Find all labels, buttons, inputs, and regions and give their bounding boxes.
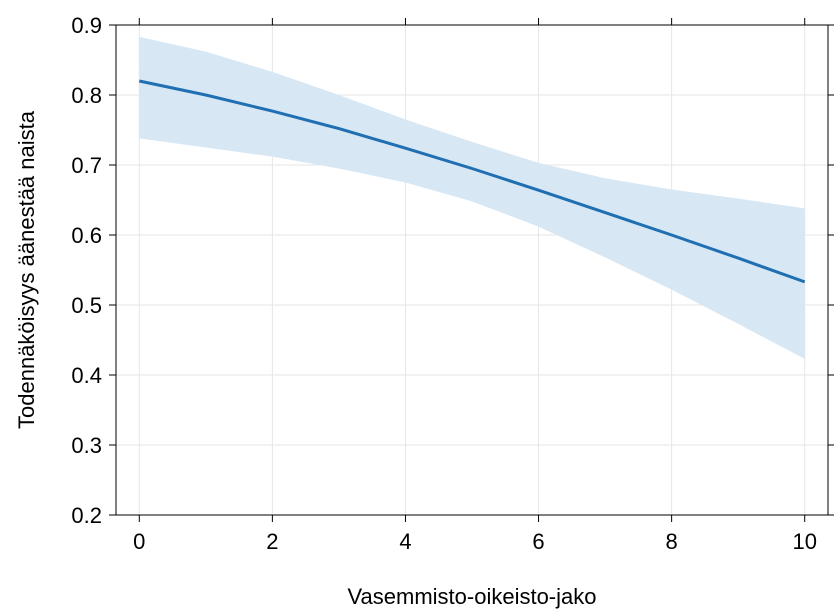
x-tick-label-2: 4: [399, 529, 411, 554]
y-tick-label-2: 0.4: [71, 363, 102, 388]
y-tick-label-7: 0.9: [71, 13, 102, 38]
y-tick-label-4: 0.6: [71, 223, 102, 248]
x-tick-label-3: 6: [532, 529, 544, 554]
series-line: [138, 79, 806, 284]
x-tick-label-1: 2: [266, 529, 278, 554]
confidence-band: [139, 36, 805, 359]
y-tick-label-6: 0.8: [71, 83, 102, 108]
y-axis-title: Todennäköisyys äänestää naista: [14, 110, 39, 429]
y-tick-label-0: 0.2: [71, 503, 102, 528]
tick-labels: 0 2 4 6 8 10 0.2 0.3 0.4 0.5 0.6 0.7 0.8 0.9: [71, 13, 817, 554]
y-tick-label-1: 0.3: [71, 433, 102, 458]
y-tick-label-5: 0.7: [71, 153, 102, 178]
x-tick-label-4: 8: [666, 529, 678, 554]
y-tick-label-3: 0.5: [71, 293, 102, 318]
x-tick-label-5: 10: [792, 529, 816, 554]
x-axis-title: Vasemmisto-oikeisto-jako: [347, 584, 596, 609]
x-tick-label-0: 0: [133, 529, 145, 554]
axis-ticks: [109, 18, 834, 522]
plot-frame: [115, 24, 829, 516]
